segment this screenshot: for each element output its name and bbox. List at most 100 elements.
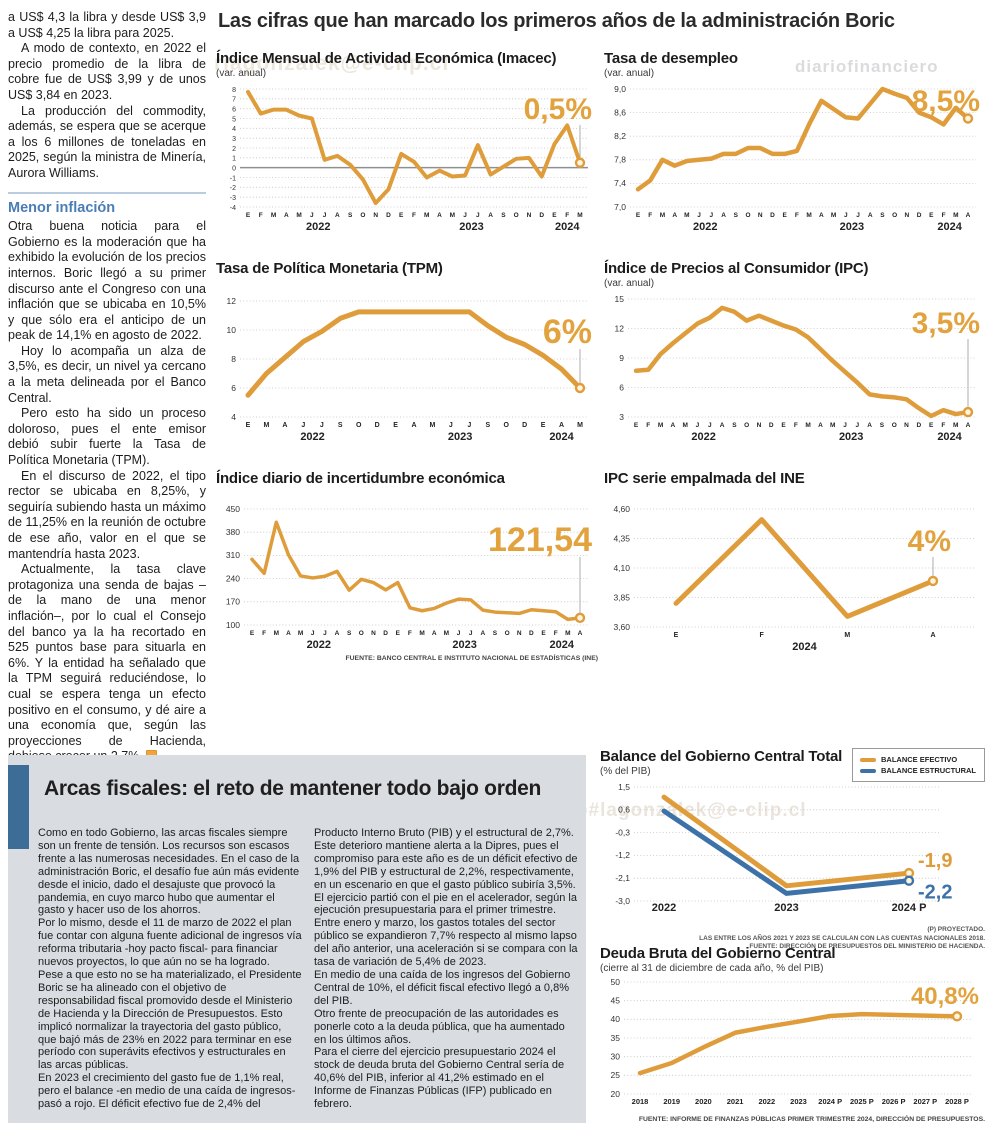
svg-text:S: S: [338, 422, 343, 429]
svg-text:M: M: [831, 212, 836, 219]
svg-text:E: E: [246, 212, 251, 219]
svg-text:J: J: [457, 630, 461, 637]
chart-subtitle: (var. anual): [604, 278, 655, 289]
svg-text:M: M: [450, 212, 455, 219]
svg-text:E: E: [396, 630, 401, 637]
svg-text:2025 P: 2025 P: [850, 1097, 874, 1106]
svg-text:E: E: [636, 212, 641, 219]
svg-text:D: D: [386, 212, 391, 219]
svg-text:50: 50: [611, 977, 621, 987]
svg-text:-1,9: -1,9: [918, 850, 952, 872]
svg-text:3: 3: [619, 412, 624, 422]
svg-text:2023: 2023: [840, 221, 864, 233]
svg-text:J: J: [301, 422, 305, 429]
fiscal-section: Arcas fiscales: el reto de mantener todo…: [8, 755, 586, 1123]
svg-text:6%: 6%: [543, 313, 592, 351]
svg-text:O: O: [503, 422, 509, 429]
svg-text:-0,3: -0,3: [615, 827, 630, 837]
svg-text:310: 310: [226, 550, 240, 560]
svg-text:A: A: [867, 422, 872, 429]
svg-text:M: M: [953, 212, 958, 219]
svg-text:-1: -1: [230, 175, 236, 182]
svg-text:D: D: [917, 212, 922, 219]
svg-text:S: S: [734, 212, 739, 219]
svg-text:240: 240: [226, 573, 240, 583]
svg-text:40: 40: [611, 1014, 621, 1024]
svg-text:F: F: [941, 422, 945, 429]
svg-text:A: A: [819, 212, 824, 219]
fiscal-paragraph: En medio de una caída de los ingresos de…: [314, 968, 571, 1007]
svg-text:1,5: 1,5: [618, 782, 630, 792]
svg-text:E: E: [929, 422, 934, 429]
svg-text:F: F: [408, 630, 412, 637]
efectivo-swatch-icon: [860, 757, 876, 762]
svg-text:D: D: [770, 212, 775, 219]
svg-text:A: A: [335, 212, 340, 219]
svg-text:D: D: [522, 422, 527, 429]
chart-note: (P) PROYECTADO.: [927, 926, 985, 933]
svg-text:-3,0: -3,0: [615, 896, 630, 906]
fiscal-paragraph: Como en todo Gobierno, las arcas fiscale…: [38, 827, 300, 917]
svg-text:D: D: [916, 422, 921, 429]
svg-text:S: S: [501, 212, 506, 219]
svg-text:12: 12: [615, 323, 625, 333]
balance-legend: BALANCE EFECTIVO BALANCE ESTRUCTURAL: [852, 748, 985, 782]
svg-text:2024: 2024: [555, 221, 580, 233]
svg-text:J: J: [856, 422, 860, 429]
svg-text:E: E: [250, 630, 255, 637]
svg-text:9: 9: [619, 353, 624, 363]
svg-text:2019: 2019: [663, 1097, 680, 1106]
svg-text:A: A: [411, 422, 416, 429]
svg-text:4: 4: [231, 412, 236, 422]
svg-text:F: F: [760, 632, 765, 639]
chart-title: Índice de Precios al Consumidor (IPC): [604, 260, 869, 277]
legend-label: BALANCE EFECTIVO: [881, 755, 958, 764]
svg-text:4: 4: [232, 126, 236, 133]
svg-text:D: D: [769, 422, 774, 429]
svg-text:J: J: [463, 212, 467, 219]
svg-text:F: F: [565, 212, 569, 219]
svg-text:12: 12: [227, 296, 237, 306]
svg-text:J: J: [449, 422, 453, 429]
svg-text:J: J: [696, 422, 700, 429]
svg-text:O: O: [359, 630, 364, 637]
svg-text:O: O: [745, 212, 750, 219]
svg-text:121,54: 121,54: [488, 521, 592, 559]
article-paragraph: Otra buena noticia para el Gobierno es l…: [8, 219, 206, 343]
fiscal-column-2: Producto Interno Bruto (PIB) y el estruc…: [314, 827, 578, 1111]
svg-text:25: 25: [611, 1070, 621, 1080]
svg-text:N: N: [905, 212, 910, 219]
svg-text:F: F: [262, 630, 266, 637]
svg-text:N: N: [527, 212, 532, 219]
svg-text:J: J: [697, 212, 701, 219]
svg-text:M: M: [274, 630, 279, 637]
svg-text:2023: 2023: [774, 902, 798, 914]
deuda-chart-card: Deuda Bruta del Gobierno Central (cierre…: [600, 945, 985, 1123]
chart-title: Tasa de Política Monetaria (TPM): [216, 260, 443, 277]
svg-text:-1,2: -1,2: [615, 850, 630, 860]
svg-text:O: O: [892, 422, 897, 429]
legend-label: BALANCE ESTRUCTURAL: [881, 766, 976, 775]
balance-chart-card: Balance del Gobierno Central Total (% de…: [600, 748, 985, 952]
svg-text:J: J: [844, 212, 848, 219]
svg-text:1: 1: [232, 156, 236, 163]
fiscal-paragraph: Otro frente de preocupación de las autor…: [314, 1007, 565, 1046]
chart-subtitle: (var. anual): [604, 68, 655, 79]
chart-subtitle: [604, 488, 986, 501]
svg-text:0: 0: [232, 165, 236, 172]
svg-text:O: O: [505, 630, 510, 637]
article-paragraph: La producción del commodity, además, se …: [8, 103, 206, 180]
svg-text:S: S: [348, 212, 353, 219]
svg-text:E: E: [929, 212, 934, 219]
svg-text:E: E: [781, 422, 786, 429]
svg-text:S: S: [485, 422, 490, 429]
svg-text:2024: 2024: [549, 431, 574, 443]
desempleo-chart-card: Tasa de desempleo (var. anual) 9,0 8,6 8,2…: [604, 50, 986, 240]
svg-text:J: J: [843, 422, 847, 429]
svg-text:3,60: 3,60: [613, 622, 630, 632]
svg-text:O: O: [360, 212, 365, 219]
svg-text:F: F: [412, 212, 416, 219]
